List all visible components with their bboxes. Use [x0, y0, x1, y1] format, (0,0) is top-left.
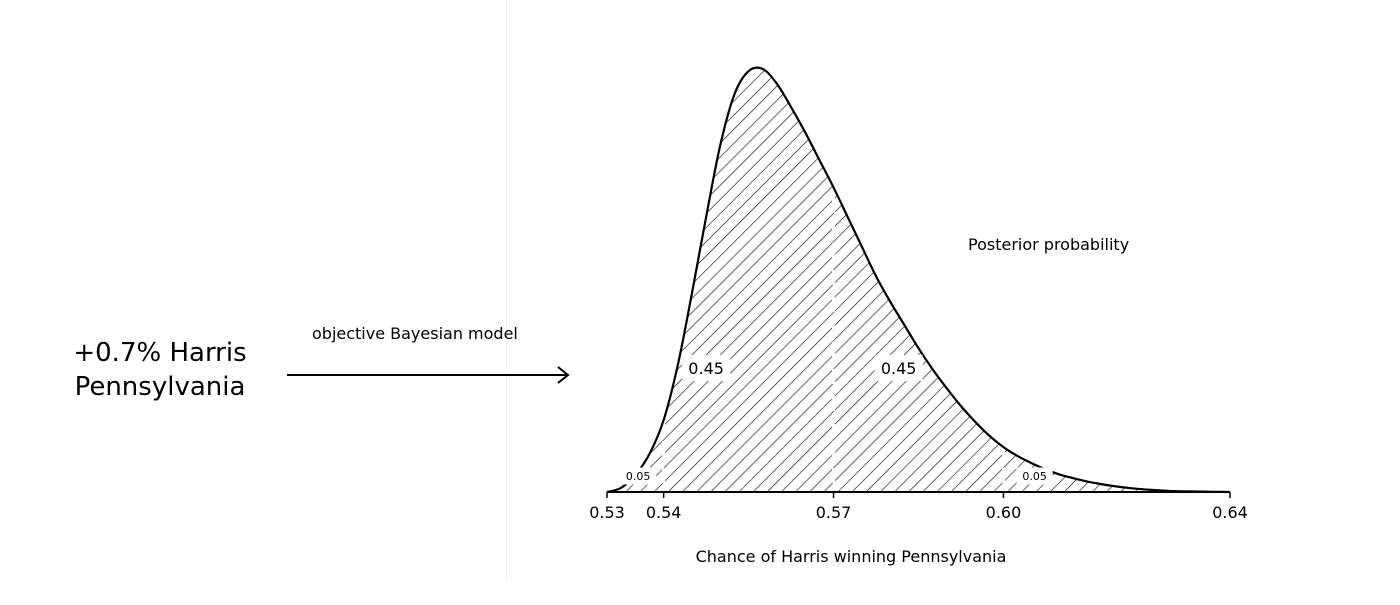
- region-label: 0.05: [1016, 467, 1053, 485]
- region-label-box: [1016, 467, 1053, 485]
- arrow-head: [557, 366, 570, 384]
- density-area: [607, 67, 1230, 493]
- region-label-box: [682, 355, 731, 381]
- region-label-text: 0.05: [626, 470, 651, 483]
- region-label-box: [620, 467, 657, 485]
- region-label-text: 0.05: [1022, 470, 1047, 483]
- region-label-box: [874, 355, 923, 381]
- region-labels: 0.05 0.45 0.45 0.05: [620, 355, 1053, 485]
- arrow-label: objective Bayesian model: [312, 324, 518, 343]
- x-tick-label: 0.54: [646, 503, 682, 522]
- x-axis-ticks: 0.53 0.54 0.57 0.60 0.64: [589, 492, 1248, 522]
- region-label: 0.45: [682, 355, 731, 381]
- x-axis-title: Chance of Harris winning Pennsylvania: [696, 547, 1007, 566]
- x-tick-label: 0.53: [589, 503, 625, 522]
- poll-result-state: Pennsylvania: [74, 372, 246, 402]
- poll-result: +0.7% Harris Pennsylvania: [40, 336, 280, 404]
- region-label-text: 0.45: [881, 359, 917, 378]
- curve-label: Posterior probability: [968, 235, 1129, 254]
- quantile-lines: [662, 189, 1005, 492]
- poll-result-margin: +0.7% Harris: [73, 338, 247, 368]
- density-curve: [606, 66, 1231, 494]
- region-label: 0.05: [620, 467, 657, 485]
- x-tick-label: 0.64: [1212, 503, 1248, 522]
- x-tick-label: 0.57: [816, 503, 852, 522]
- region-label-text: 0.45: [688, 359, 724, 378]
- x-tick-label: 0.60: [986, 503, 1022, 522]
- region-label: 0.45: [874, 355, 923, 381]
- page-divider: [506, 0, 507, 580]
